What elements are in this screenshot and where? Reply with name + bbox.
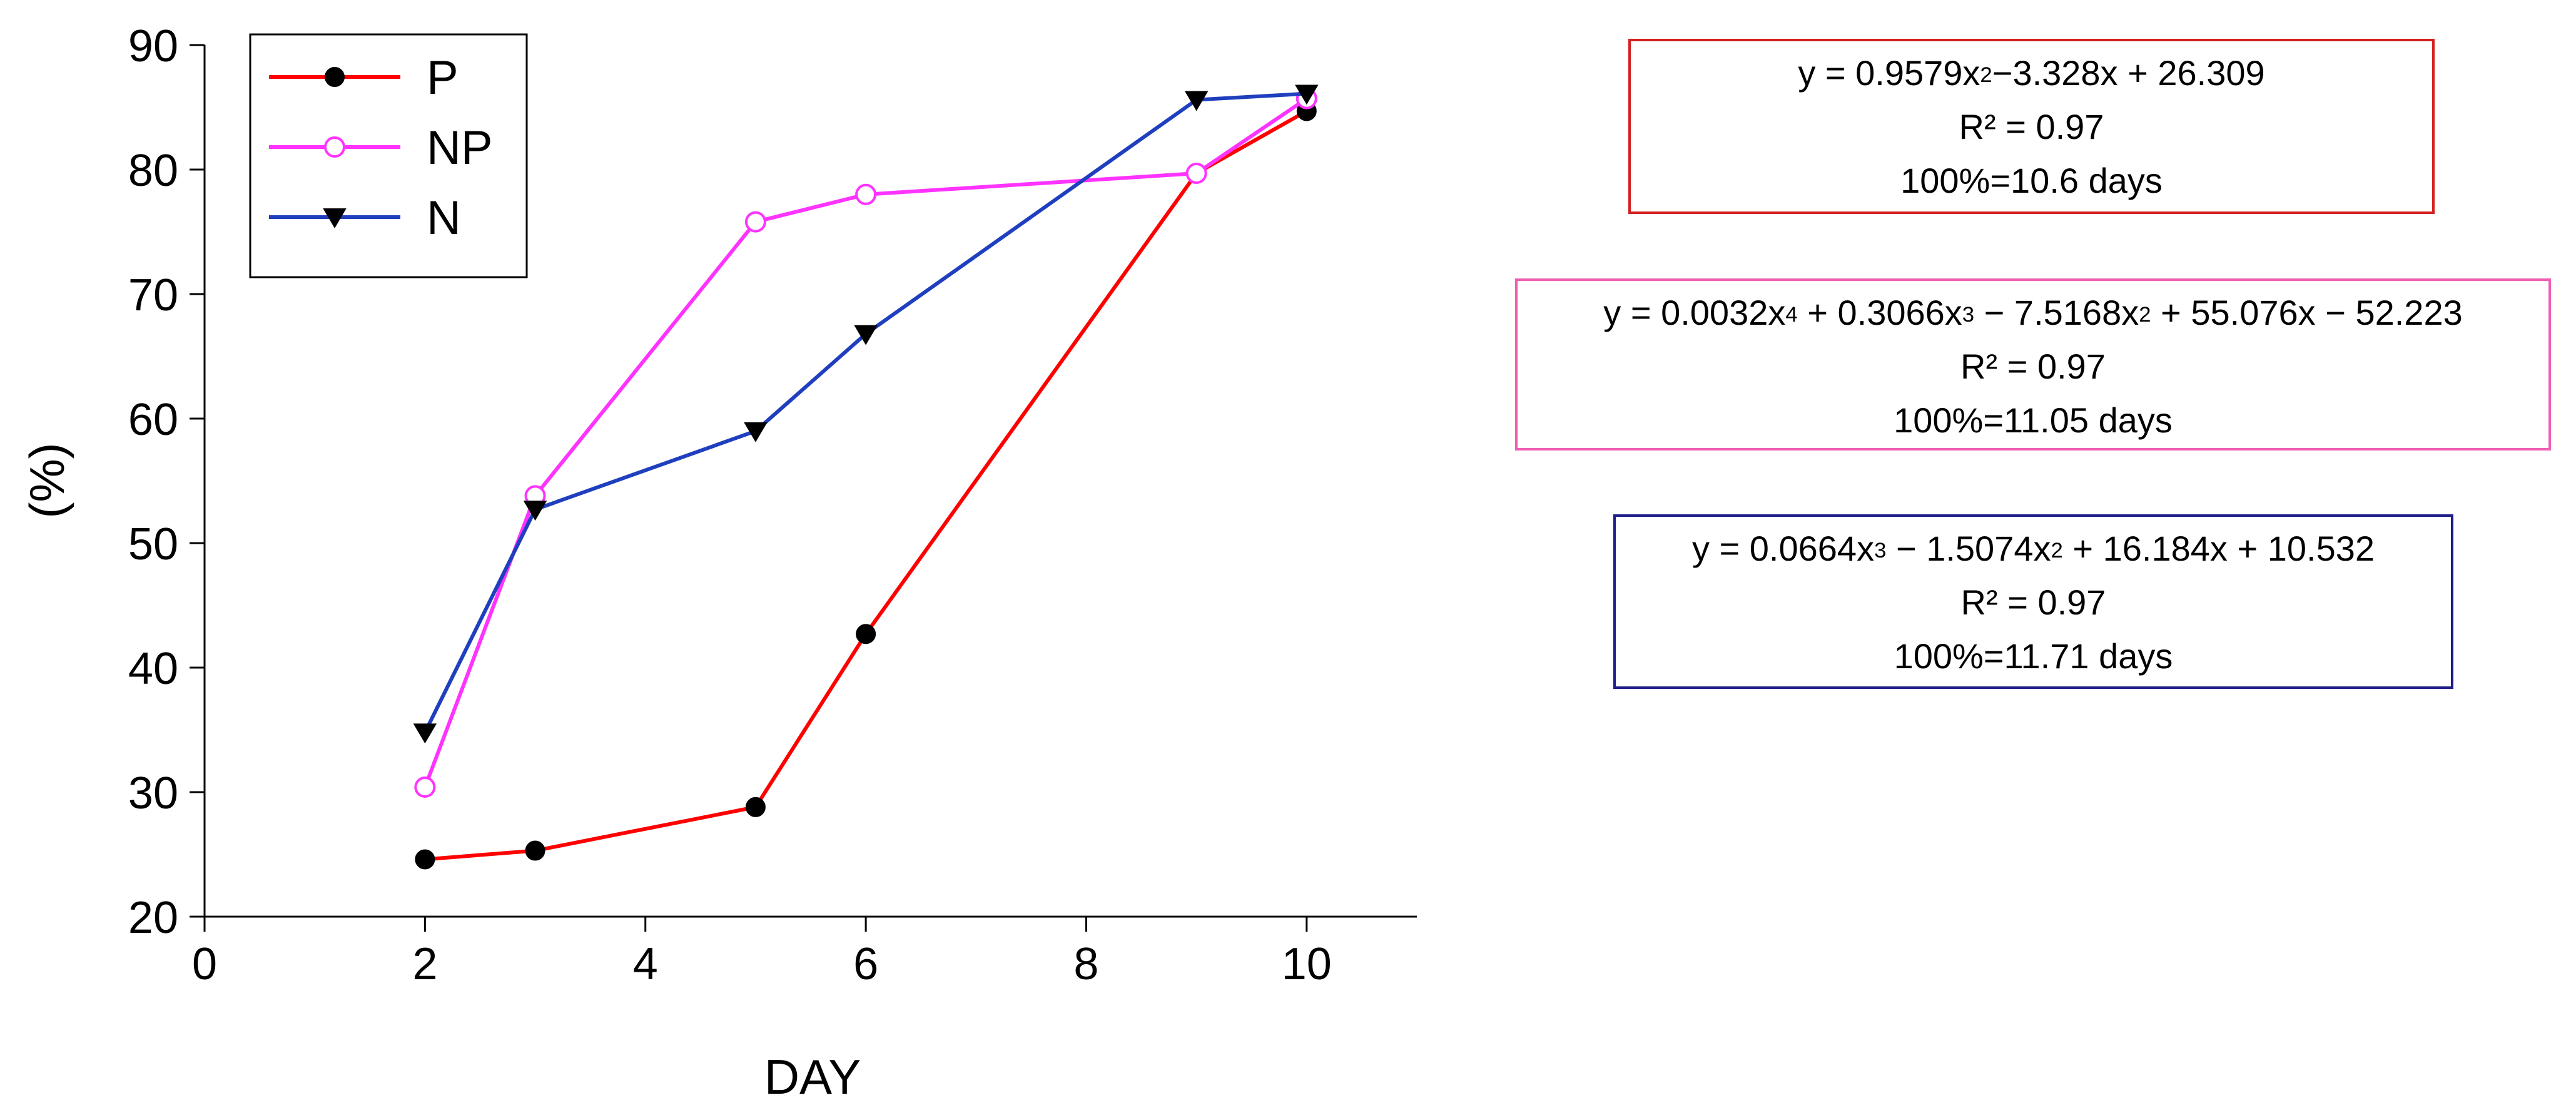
- x-tick-label: 6: [853, 939, 878, 989]
- y-axis-label: (%): [19, 442, 74, 518]
- fit-box-p: y = 0.9579x2−3.328x + 26.309 R² = 0.97 1…: [1628, 39, 2435, 214]
- series-line-n: [423, 91, 1307, 733]
- x-tick-label: 8: [1073, 939, 1098, 989]
- fit-days-np: 100%=11.05 days: [1894, 400, 2173, 440]
- data-point-np: [414, 776, 436, 798]
- series-p: [415, 101, 1317, 870]
- legend-marker-np: [324, 136, 345, 158]
- series-line-p: [425, 109, 1308, 862]
- data-point-n: [744, 422, 768, 442]
- fit-equation-np: y = 0.0032x4 + 0.3066x3 − 7.5168x2 + 55.…: [1603, 293, 2463, 332]
- legend-label-n: N: [427, 191, 461, 245]
- data-point-n: [1295, 84, 1319, 105]
- data-point-np: [855, 183, 877, 205]
- fit-box-n: y = 0.0664x3 − 1.5074x2 + 16.184x + 10.5…: [1613, 514, 2453, 689]
- data-point-p: [856, 624, 876, 644]
- legend-label-p: P: [427, 51, 459, 104]
- data-point-p: [525, 840, 545, 861]
- data-point-n: [413, 723, 437, 744]
- legend-box: [249, 33, 528, 278]
- y-tick-label: 80: [128, 146, 178, 196]
- data-point-np: [744, 211, 766, 233]
- fit-r2-p: R² = 0.97: [1959, 107, 2104, 146]
- legend-label-np: NP: [427, 121, 493, 175]
- chart-legend: P NP N: [249, 33, 528, 278]
- y-tick-label: 40: [128, 644, 178, 694]
- series-n: [413, 84, 1319, 744]
- fit-days-p: 100%=10.6 days: [1900, 161, 2163, 200]
- data-point-n: [1184, 91, 1209, 111]
- data-point-n: [523, 501, 547, 521]
- fit-r2-np: R² = 0.97: [1960, 347, 2106, 386]
- x-tick-label: 10: [1282, 939, 1332, 989]
- legend-marker-n: [323, 208, 347, 228]
- fit-days-n: 100%=11.71 days: [1894, 636, 2173, 676]
- legend-marker-p: [325, 67, 345, 87]
- fit-box-np: y = 0.0032x4 + 0.3066x3 − 7.5168x2 + 55.…: [1515, 278, 2551, 451]
- y-tick-label: 70: [128, 270, 178, 320]
- line-chart: 0 2 4 6 8 10 20 30 40 50 60 70 80 90 DAY (%) P NP N: [19, 21, 1417, 1104]
- y-tick-label: 50: [128, 519, 178, 569]
- y-tick-label: 20: [128, 893, 178, 943]
- data-point-n: [854, 325, 878, 345]
- y-tick-label: 60: [128, 395, 178, 445]
- data-point-p: [415, 849, 435, 870]
- data-point-np: [1185, 162, 1207, 184]
- y-tick-label: 90: [128, 21, 178, 71]
- x-tick-label: 2: [412, 939, 437, 989]
- chart-series: [413, 84, 1319, 870]
- fit-r2-n: R² = 0.97: [1960, 583, 2106, 622]
- x-axis-label: DAY: [764, 1049, 861, 1104]
- y-tick-label: 30: [128, 768, 178, 818]
- x-tick-label: 4: [633, 939, 658, 989]
- fit-equation-n: y = 0.0664x3 − 1.5074x2 + 16.184x + 10.5…: [1691, 529, 2375, 568]
- x-tick-label: 0: [192, 939, 217, 989]
- chart-axes: 0 2 4 6 8 10 20 30 40 50 60 70 80 90 DAY (%): [19, 21, 1417, 1104]
- fit-equation-p: y = 0.9579x2−3.328x + 26.309: [1798, 53, 2265, 93]
- data-point-p: [745, 797, 766, 817]
